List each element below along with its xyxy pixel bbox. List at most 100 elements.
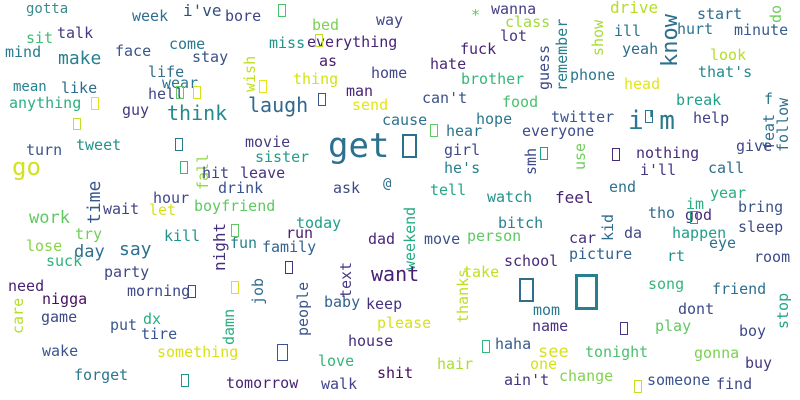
word-ill-14: ill [614, 22, 642, 40]
word-yeah-26: yeah [622, 40, 659, 58]
word-end-81: end [609, 178, 637, 196]
word-job-131: job [249, 277, 267, 305]
word-like-41: like [61, 79, 98, 97]
word-f-54: f [764, 90, 774, 108]
word-talk-9: talk [57, 24, 94, 42]
word-man-44: man [346, 82, 374, 100]
word-care-144: care [9, 297, 27, 334]
box-glyph-icon [73, 118, 81, 130]
word-happen-114: happen [672, 224, 727, 242]
word-baby-135: baby [324, 293, 361, 311]
word-need-129: need [8, 277, 45, 295]
word-kill-103: kill [164, 227, 201, 245]
word-wish-33: wish [241, 55, 259, 92]
word-follow-61: follow [774, 97, 792, 152]
word-thats-39: that's [698, 63, 753, 81]
word-know-25: know [658, 14, 683, 67]
box-glyph-icon [482, 340, 490, 353]
box-glyph-icon [277, 344, 288, 361]
box-glyph-icon [519, 278, 534, 302]
box-glyph-icon [180, 161, 188, 174]
word-tweet-66: tweet [76, 136, 122, 154]
word-think-48: think [167, 101, 228, 125]
word-mean-40: mean [13, 79, 47, 95]
word-dad-109: dad [368, 230, 396, 248]
word--171: * [471, 6, 481, 24]
word-get-64: get [328, 126, 390, 166]
box-glyph-icon [612, 148, 620, 161]
word-find-170: find [716, 375, 753, 393]
word-hear-62: hear [446, 122, 483, 140]
word-year-88: year [710, 184, 747, 202]
box-glyph-icon [318, 93, 326, 106]
word-day-120: day [74, 242, 105, 262]
word-nothing-71: nothing [636, 144, 700, 162]
word-weekend-98: weekend [401, 206, 419, 270]
word-smh-69: smh [522, 147, 540, 175]
word-buy-160: buy [745, 354, 773, 372]
word-stop-143: stop [774, 292, 792, 329]
word-love-159: love [318, 352, 355, 370]
word-give-72: give [736, 137, 773, 155]
word-tonight-157: tonight [585, 343, 649, 361]
word-sleep-106: sleep [738, 218, 784, 236]
word-ask-83: ask [333, 179, 361, 197]
word-family-118: family [262, 238, 317, 256]
word-stay-28: stay [192, 48, 229, 66]
word-anything-46: anything [9, 94, 82, 112]
box-glyph-icon [285, 261, 293, 274]
word-fun-108: fun [230, 234, 258, 252]
word-damn-151: damn [220, 308, 238, 345]
word-sit-8: sit [26, 29, 54, 47]
word-miss-21: miss [269, 34, 306, 52]
word-friend-133: friend [712, 280, 767, 298]
word-rt-125: rt [667, 247, 686, 265]
word-start-6: start [697, 5, 743, 23]
word-tho-100: tho [648, 204, 676, 222]
word-run-105: run [286, 224, 314, 242]
word-eye-115: eye [709, 234, 737, 252]
word-hell-43: hell [148, 85, 185, 103]
word-mom-137: mom [533, 301, 561, 319]
box-glyph-icon [176, 86, 184, 99]
word-bore-3: bore [225, 7, 262, 25]
word-something-155: something [157, 343, 239, 361]
box-glyph-icon [259, 80, 267, 93]
word-feel-92: feel [555, 188, 594, 207]
word-put-145: put [110, 316, 138, 334]
word-hurt-15: hurt [677, 20, 714, 38]
word-minute-16: minute [734, 21, 789, 39]
word-gonna-158: gonna [694, 344, 740, 362]
word-help-59: help [693, 109, 730, 127]
word-wanna-4: wanna [491, 0, 537, 18]
word-call-78: call [708, 159, 745, 177]
word-lot-24: lot [500, 27, 528, 45]
word-one-162: one [530, 355, 558, 373]
word-watch-91: watch [487, 188, 533, 206]
word-car-112: car [569, 229, 597, 247]
word-class-12: class [505, 13, 551, 31]
word-guess-37: guess [535, 44, 553, 90]
word-tomorrow-168: tomorrow [226, 374, 299, 392]
word-name-147: name [532, 317, 569, 335]
word-time-86: time [84, 180, 105, 224]
box-glyph-icon [575, 274, 598, 310]
word-cant-51: can't [422, 89, 468, 107]
word-ive-2: i've [183, 1, 222, 20]
word-play-148: play [655, 317, 692, 335]
word-mind-17: mind [5, 43, 42, 61]
word-haha-153: haha [495, 335, 532, 353]
word-hate-30: hate [430, 55, 467, 73]
word-da-113: da [624, 224, 643, 242]
box-glyph-icon [181, 374, 189, 387]
word-hair-161: hair [437, 355, 474, 373]
word-as-29: as [319, 52, 338, 70]
word-wear-42: wear [162, 74, 199, 92]
word--84: @ [383, 176, 392, 192]
word-break-53: break [676, 91, 722, 109]
word-dx-139: dx [143, 310, 162, 328]
word-movie-67: movie [245, 133, 291, 151]
word-night-117: night [210, 222, 229, 271]
word-people-141: people [294, 281, 312, 336]
